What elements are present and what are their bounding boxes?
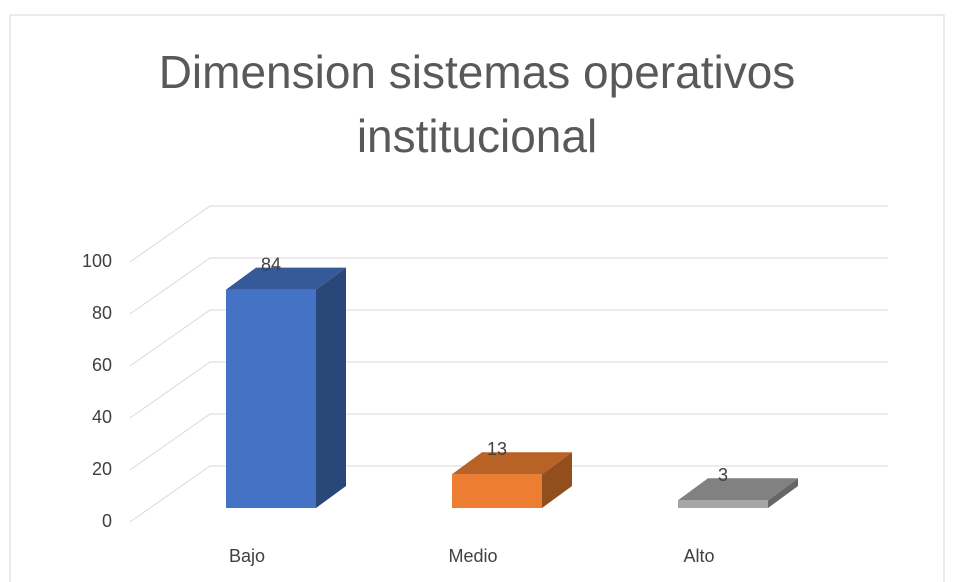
side-grid-line	[129, 413, 211, 471]
bar-side	[316, 267, 346, 508]
bar-side	[768, 478, 798, 508]
bar-front	[226, 289, 316, 508]
y-tick-label: 100	[82, 251, 112, 271]
data-label: 13	[487, 439, 507, 459]
bar-front	[678, 500, 768, 508]
x-tick-label: Medio	[448, 546, 497, 566]
y-tick-label: 80	[92, 303, 112, 323]
side-grid-line	[129, 205, 211, 263]
y-tick-label: 0	[102, 511, 112, 531]
y-tick-label: 60	[92, 355, 112, 375]
bar-top	[226, 267, 346, 290]
chart-border	[9, 14, 945, 582]
bar-front	[452, 474, 542, 508]
bar-top	[452, 452, 572, 475]
side-grid-line	[129, 361, 211, 419]
x-tick-label: Bajo	[229, 546, 265, 566]
side-grid-line	[129, 465, 211, 523]
data-label: 3	[718, 465, 728, 485]
side-grid-line	[129, 309, 211, 367]
y-tick-label: 20	[92, 459, 112, 479]
x-tick-label: Alto	[683, 546, 714, 566]
bar-top	[678, 478, 798, 501]
side-grid-line	[129, 257, 211, 315]
data-label: 84	[261, 254, 281, 274]
chart-title: Dimension sistemas operativos institucio…	[158, 46, 796, 162]
y-tick-label: 40	[92, 407, 112, 427]
bar-side	[542, 452, 572, 508]
